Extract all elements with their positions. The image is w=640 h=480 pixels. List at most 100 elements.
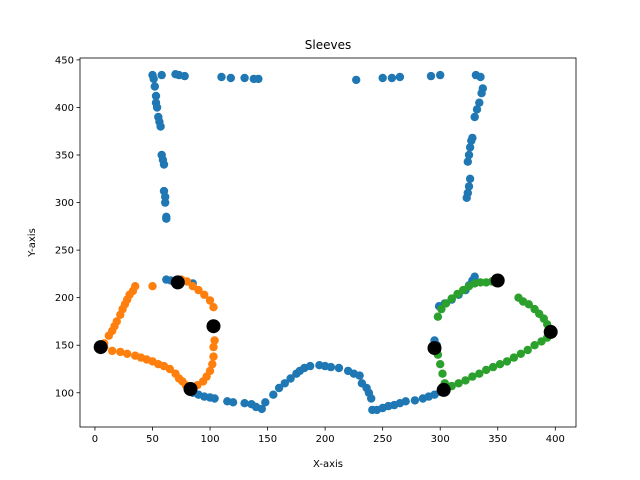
data-point xyxy=(482,365,491,375)
data-point xyxy=(436,360,445,369)
data-point xyxy=(387,73,397,83)
y-tick-label: 300 xyxy=(55,198,74,209)
y-tick-label: 200 xyxy=(55,293,74,304)
data-point xyxy=(228,398,238,407)
data-point xyxy=(462,193,471,202)
data-point xyxy=(410,396,420,405)
data-point xyxy=(165,364,174,374)
data-point xyxy=(162,214,171,223)
y-axis-ticks: 100 150 200 250 300 350 400 450 xyxy=(55,55,80,399)
data-point xyxy=(210,394,219,403)
x-tick-label: 400 xyxy=(546,434,565,445)
data-point xyxy=(495,360,505,369)
data-point xyxy=(426,71,436,81)
x-tick-label: 0 xyxy=(92,434,98,445)
data-point xyxy=(306,361,315,371)
data-point xyxy=(465,174,475,183)
data-point xyxy=(257,404,266,414)
data-point xyxy=(543,324,558,339)
data-point xyxy=(194,285,203,295)
data-point xyxy=(183,382,198,396)
data-point xyxy=(470,272,479,281)
data-point xyxy=(159,160,169,169)
data-point xyxy=(441,299,451,308)
data-point xyxy=(217,72,226,82)
data-point xyxy=(464,150,474,160)
points-layer xyxy=(93,70,558,415)
y-tick-label: 350 xyxy=(55,151,74,162)
data-point xyxy=(205,296,215,305)
data-point xyxy=(465,143,475,152)
data-point xyxy=(200,290,209,299)
data-point xyxy=(286,374,295,383)
data-point xyxy=(524,300,533,309)
data-point xyxy=(170,275,185,290)
data-point xyxy=(156,122,165,131)
data-point xyxy=(261,398,270,407)
x-tick-label: 250 xyxy=(373,434,392,445)
data-point xyxy=(516,349,525,358)
data-point xyxy=(477,89,486,98)
data-point xyxy=(352,75,361,85)
data-point xyxy=(395,72,405,82)
data-point xyxy=(123,349,132,358)
data-point xyxy=(437,304,446,314)
plot-frame xyxy=(79,57,577,428)
data-point xyxy=(131,282,140,291)
data-point xyxy=(436,70,445,80)
data-point xyxy=(180,71,189,81)
data-point xyxy=(355,371,364,380)
data-point xyxy=(475,369,484,378)
y-axis-label: Y-axis xyxy=(27,228,38,258)
data-point xyxy=(367,394,376,403)
data-point xyxy=(378,73,387,83)
data-point xyxy=(463,157,472,166)
chart-title: Sleeves xyxy=(305,38,351,52)
data-point xyxy=(490,273,505,288)
x-tick-label: 200 xyxy=(316,434,335,445)
x-axis-ticks: 0 50 100 150 200 250 300 350 400 xyxy=(92,427,565,445)
y-tick-label: 150 xyxy=(55,341,74,352)
data-point xyxy=(475,98,484,107)
y-tick-label: 250 xyxy=(55,246,74,257)
data-point xyxy=(157,70,166,80)
data-point xyxy=(326,362,336,372)
data-point xyxy=(116,347,125,357)
data-point xyxy=(274,383,284,393)
data-point xyxy=(334,363,344,373)
data-point xyxy=(210,336,219,345)
data-point xyxy=(150,82,159,91)
data-point xyxy=(209,352,218,361)
x-axis-label: X-axis xyxy=(313,459,343,470)
data-point xyxy=(108,346,117,356)
data-point xyxy=(209,342,218,352)
data-point xyxy=(161,198,170,207)
data-point xyxy=(467,136,476,145)
data-point xyxy=(152,103,162,112)
data-point xyxy=(240,73,249,83)
data-point xyxy=(476,72,485,82)
data-point xyxy=(438,369,447,378)
data-point xyxy=(401,397,410,406)
y-tick-label: 100 xyxy=(55,388,74,399)
data-point xyxy=(464,182,474,191)
data-point xyxy=(182,277,192,286)
data-point xyxy=(280,379,289,388)
data-point xyxy=(209,303,218,312)
x-tick-label: 100 xyxy=(200,434,219,445)
data-point xyxy=(468,372,477,381)
data-point xyxy=(470,112,479,122)
data-point xyxy=(488,362,498,372)
data-point xyxy=(151,91,161,101)
data-point xyxy=(148,282,157,291)
data-point xyxy=(427,341,442,356)
data-point xyxy=(269,390,278,399)
y-tick-label: 450 xyxy=(55,55,74,66)
data-point xyxy=(149,74,158,84)
data-point xyxy=(436,382,451,397)
x-tick-label: 150 xyxy=(258,434,277,445)
data-point xyxy=(454,379,463,388)
series-3 xyxy=(93,273,558,397)
data-point xyxy=(93,340,108,355)
